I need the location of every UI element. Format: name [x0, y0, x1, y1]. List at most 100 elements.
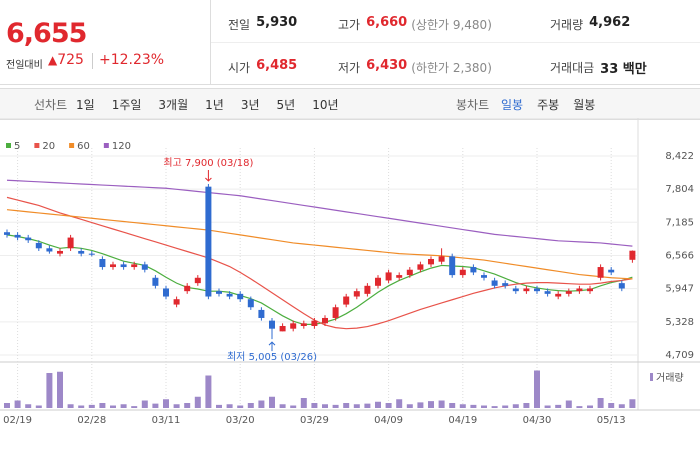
stat-note: (상한가 9,480)	[411, 18, 492, 32]
candle-body	[481, 275, 487, 278]
period-button[interactable]: 1주일	[111, 98, 142, 112]
candle-body	[205, 186, 212, 297]
volume-bar	[290, 405, 297, 408]
volume-bar	[470, 404, 477, 408]
candle-body	[120, 264, 127, 268]
period-button[interactable]: 3년	[240, 98, 260, 112]
candle-body	[534, 288, 540, 292]
stat-label: 고가	[338, 18, 361, 32]
legend-swatch	[650, 373, 653, 381]
volume-bar	[184, 403, 191, 408]
candle-body	[311, 320, 318, 327]
volume-bar	[385, 403, 392, 408]
candle-body	[332, 307, 339, 318]
candle-body	[237, 293, 244, 300]
period-button[interactable]: 주봉	[537, 98, 560, 112]
toolbar-label: 선차트	[34, 98, 68, 112]
volume-bar	[353, 404, 360, 408]
candle-body	[194, 277, 201, 284]
candle-body	[576, 288, 583, 292]
candle-body	[375, 277, 381, 286]
stat-value: 4,962	[589, 15, 631, 30]
candle-body	[141, 264, 148, 270]
period-button[interactable]: 5년	[276, 98, 296, 112]
period-button[interactable]: 1년	[205, 98, 224, 112]
volume-bar	[428, 401, 434, 408]
volume-bar	[237, 405, 244, 408]
x-tick-label: 04/19	[448, 415, 477, 426]
x-tick-label: 02/28	[77, 415, 106, 426]
candle-body	[343, 296, 350, 305]
candle-body	[279, 326, 286, 332]
volume-bar	[205, 375, 212, 408]
ma-line	[6, 179, 633, 247]
stat-label: 시가	[228, 61, 251, 75]
volume-bar	[523, 403, 530, 408]
volume-bar	[173, 404, 180, 408]
volume-bar	[576, 406, 583, 408]
volume-bar	[247, 403, 254, 408]
legend-swatch	[6, 143, 11, 148]
period-button[interactable]: 10년	[312, 98, 339, 112]
period-button[interactable]: 3개월	[158, 98, 189, 112]
volume-bar	[67, 404, 74, 408]
candle-body	[565, 291, 572, 294]
x-tick-label: 05/13	[597, 415, 626, 426]
candle-body	[608, 269, 615, 273]
candle-body	[67, 237, 74, 249]
period-button[interactable]: 1일	[76, 98, 95, 112]
candle-body	[396, 275, 403, 278]
period-button[interactable]: 월봉	[573, 98, 596, 112]
stat-label: 거래대금	[550, 61, 595, 75]
stat-value: 6,485	[256, 58, 298, 73]
candle-body	[163, 288, 169, 297]
y-tick-label: 7,804	[665, 184, 694, 195]
candle-body	[364, 285, 371, 294]
candle-body	[470, 267, 477, 273]
candle-body	[57, 250, 63, 254]
x-tick-label: 02/19	[3, 415, 32, 426]
candle-body	[459, 269, 466, 276]
candle-body	[618, 283, 625, 289]
candle-body	[491, 280, 498, 286]
volume-bar	[57, 371, 63, 408]
y-tick-label: 5,328	[665, 317, 694, 328]
legend-label: 20	[42, 141, 55, 152]
candle-body	[88, 253, 95, 255]
volume-bar	[78, 405, 85, 408]
volume-bar	[141, 400, 148, 408]
change: ▲725	[48, 52, 84, 68]
volume-bar	[216, 404, 222, 408]
change-label: 전일대비	[6, 60, 43, 71]
candle-body	[173, 299, 180, 305]
legend-label: 5	[14, 141, 20, 152]
candle-body	[4, 232, 10, 235]
candle-body	[247, 299, 254, 308]
stat-value: 6,430	[366, 58, 408, 73]
volume-bar	[226, 404, 233, 408]
stat-label: 저가	[338, 61, 361, 75]
period-button[interactable]: 일봉	[501, 98, 524, 112]
volume-bar	[322, 404, 328, 408]
volume-bar	[88, 404, 95, 408]
candle-body	[216, 291, 222, 294]
legend-swatch	[34, 143, 40, 148]
candle-body	[78, 250, 85, 254]
volume-bar	[618, 404, 625, 408]
volume-bar	[375, 401, 381, 408]
stat-value: 5,930	[256, 15, 298, 30]
volume-bar	[110, 405, 116, 408]
toolbar: 선차트 1일 1주일 3개월 1년 3년 5년 10년 봉차트 일봉 주봉 월봉	[0, 88, 700, 120]
volume-bar	[14, 400, 21, 408]
x-tick-label: 03/29	[300, 415, 329, 426]
candle-body	[417, 264, 424, 270]
legend-label: 60	[77, 141, 90, 152]
candle-body	[544, 291, 551, 294]
candle-body	[131, 264, 138, 268]
candle-body	[46, 248, 53, 252]
volume-bar	[534, 370, 540, 408]
candle-body	[449, 256, 456, 276]
candle-body	[597, 267, 604, 278]
ma-line	[6, 196, 633, 330]
